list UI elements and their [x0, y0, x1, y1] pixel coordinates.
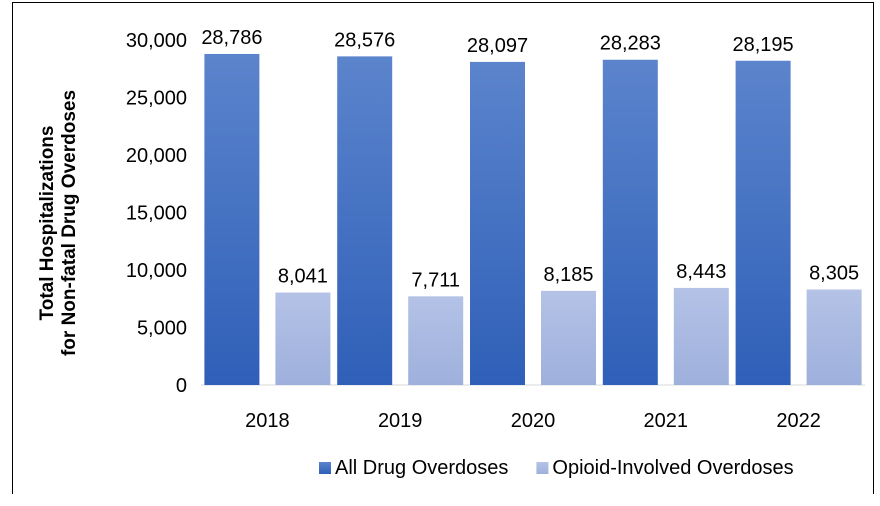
legend-label: Opioid-Involved Overdoses — [552, 457, 793, 479]
bar-all-drug-2021 — [602, 59, 658, 386]
data-label: 7,711 — [411, 269, 460, 291]
x-tick-label: 2018 — [245, 410, 290, 432]
y-axis-title-line-1: Total Hospitalizations — [37, 126, 58, 321]
data-label: 8,305 — [809, 262, 859, 284]
legend-label: All Drug Overdoses — [335, 457, 508, 479]
y-tick-label: 20,000 — [126, 145, 187, 167]
y-tick-label: 30,000 — [126, 30, 187, 52]
legend-swatch — [536, 462, 549, 474]
y-tick-label: 15,000 — [126, 203, 187, 225]
bar-all-drug-2018 — [204, 53, 260, 385]
x-axis: 2018 2019 2020 2021 2022 — [245, 410, 821, 432]
y-tick-label: 25,000 — [126, 88, 187, 110]
y-axis-title-line-2: for Non-fatal Drug Overdoses — [59, 90, 80, 356]
bar-all-drug-2020 — [470, 61, 525, 386]
data-label: 8,041 — [278, 266, 328, 288]
bar-opioid-2022 — [806, 289, 862, 385]
bar-opioid-2018 — [275, 292, 331, 385]
x-tick-label: 2021 — [644, 410, 689, 432]
x-tick-label: 2020 — [511, 410, 556, 432]
data-label: 28,195 — [733, 34, 794, 56]
y-tick-label: 0 — [176, 375, 187, 397]
bar-all-drug-2022 — [735, 60, 791, 385]
y-tick-label: 5,000 — [137, 318, 187, 340]
data-label: 28,786 — [201, 27, 262, 49]
data-label: 28,576 — [334, 29, 395, 51]
data-label: 8,443 — [676, 261, 726, 283]
bar-all-drug-2019 — [337, 56, 393, 385]
data-label: 8,185 — [543, 264, 593, 286]
y-axis-title: Total Hospitalizations for Non-fatal Dru… — [37, 90, 80, 356]
legend: All Drug Overdoses Opioid-Involved Overdo… — [319, 457, 794, 479]
legend-swatch — [319, 462, 331, 474]
bar-opioid-2020 — [541, 290, 596, 385]
y-axis: 0 5,000 10,000 15,000 20,000 25,000 30,000 — [126, 30, 187, 397]
data-label: 28,283 — [600, 33, 661, 55]
bar-opioid-2019 — [408, 296, 464, 385]
bar-chart: Total Hospitalizations for Non-fatal Dru… — [37, 27, 865, 479]
bar-opioid-2021 — [673, 287, 729, 385]
y-tick-label: 10,000 — [126, 260, 187, 282]
x-tick-label: 2019 — [378, 410, 423, 432]
x-tick-label: 2022 — [776, 410, 821, 432]
chart-frame: Total Hospitalizations for Non-fatal Dru… — [12, 2, 874, 494]
bars: 28,786 8,041 28,576 7,711 28,097 8,185 28,283 8… — [201, 27, 862, 386]
data-label: 28,097 — [467, 35, 528, 57]
